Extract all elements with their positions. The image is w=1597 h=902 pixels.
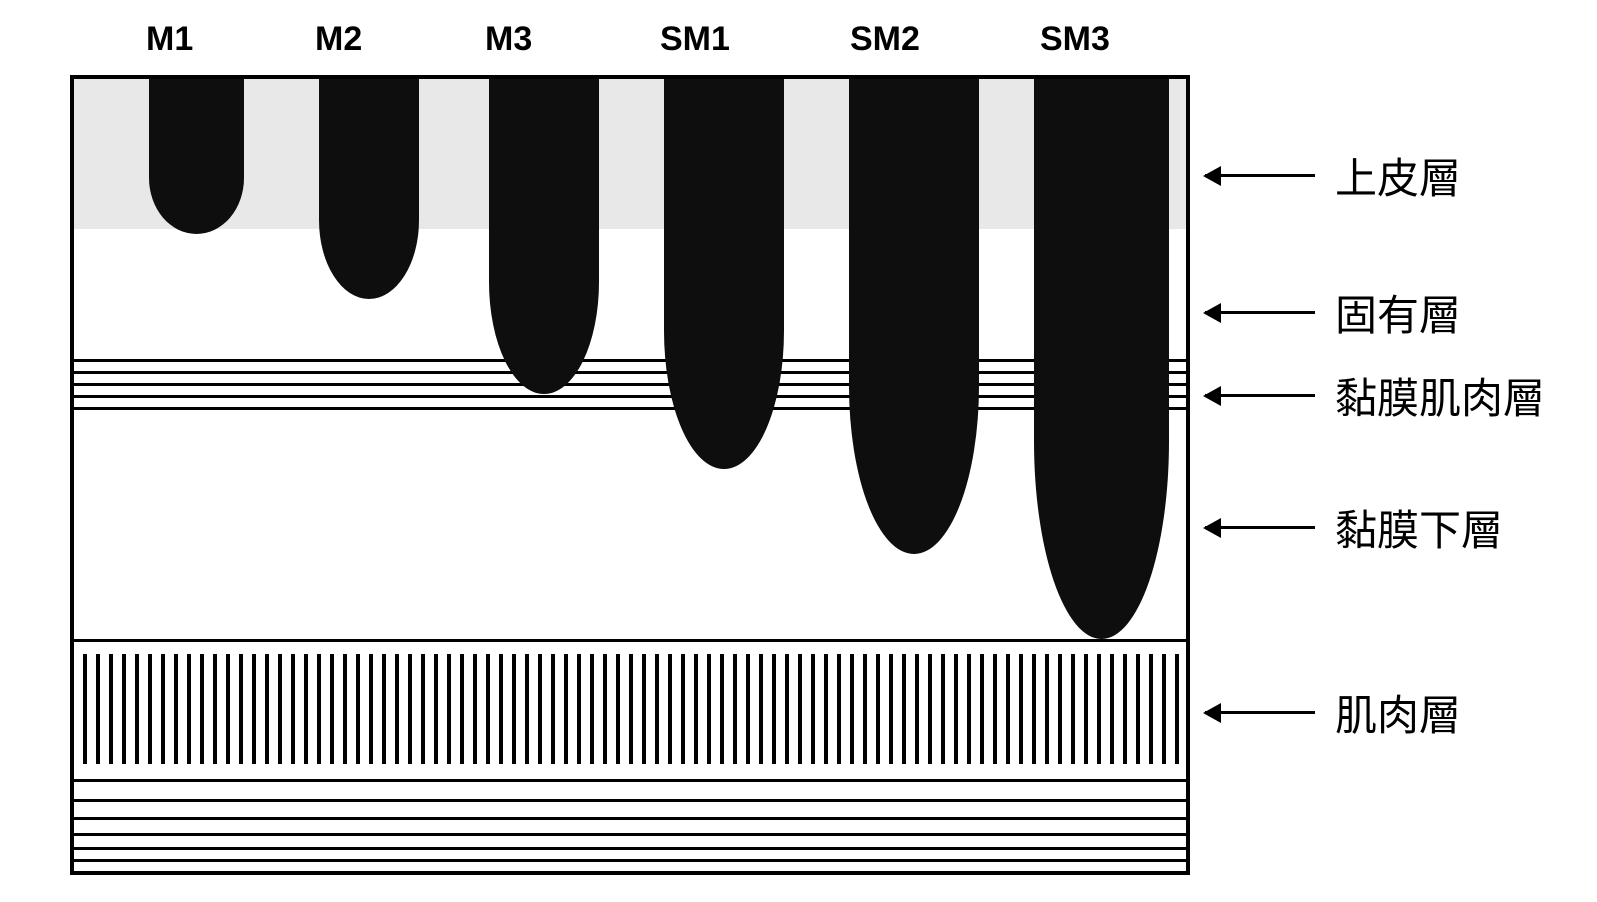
boundary-above-muscle — [74, 639, 1186, 642]
tumor-sm3 — [1034, 75, 1169, 639]
mm-line-5 — [74, 407, 1186, 410]
row-epithelium: 上皮層 — [1205, 145, 1461, 206]
label-muscle: 肌肉層 — [1335, 682, 1461, 743]
label-m3: M3 — [485, 20, 532, 59]
diagram-container: M1 M2 M3 SM1 SM2 SM3 — [20, 20, 1577, 882]
row-submucosa: 黏膜下層 — [1205, 497, 1503, 558]
lower-line-1 — [74, 779, 1186, 782]
mm-line-3 — [74, 383, 1186, 386]
tumor-sm1 — [664, 75, 784, 469]
tumor-m2 — [319, 75, 419, 299]
label-epithelium: 上皮層 — [1335, 145, 1461, 206]
tumor-sm2 — [849, 75, 979, 554]
tumor-m1 — [149, 75, 244, 234]
lower-line-2 — [74, 799, 1186, 802]
label-sm2: SM2 — [850, 20, 920, 59]
lower-line-5 — [74, 847, 1186, 850]
mm-line-4 — [74, 395, 1186, 398]
label-sm3: SM3 — [1040, 20, 1110, 59]
mm-line-1 — [74, 359, 1186, 362]
label-m1: M1 — [146, 20, 193, 59]
arrow-icon — [1205, 311, 1315, 314]
mm-line-2 — [74, 371, 1186, 374]
top-labels: M1 M2 M3 SM1 SM2 SM3 — [20, 20, 1190, 70]
layer-muscle — [74, 654, 1186, 764]
label-lamina: 固有層 — [1335, 282, 1461, 343]
arrow-icon — [1205, 394, 1315, 397]
lower-line-3 — [74, 817, 1186, 820]
arrow-icon — [1205, 711, 1315, 714]
lower-line-4 — [74, 833, 1186, 836]
label-m2: M2 — [315, 20, 362, 59]
label-muscularis-mucosae: 黏膜肌肉層 — [1335, 365, 1545, 426]
row-lamina: 固有層 — [1205, 282, 1461, 343]
arrow-icon — [1205, 526, 1315, 529]
row-muscle: 肌肉層 — [1205, 682, 1461, 743]
row-muscularis-mucosae: 黏膜肌肉層 — [1205, 365, 1545, 426]
label-sm1: SM1 — [660, 20, 730, 59]
arrow-icon — [1205, 174, 1315, 177]
diagram-box — [70, 75, 1190, 875]
lower-line-6 — [74, 859, 1186, 862]
label-submucosa: 黏膜下層 — [1335, 497, 1503, 558]
tumor-m3 — [489, 75, 599, 394]
